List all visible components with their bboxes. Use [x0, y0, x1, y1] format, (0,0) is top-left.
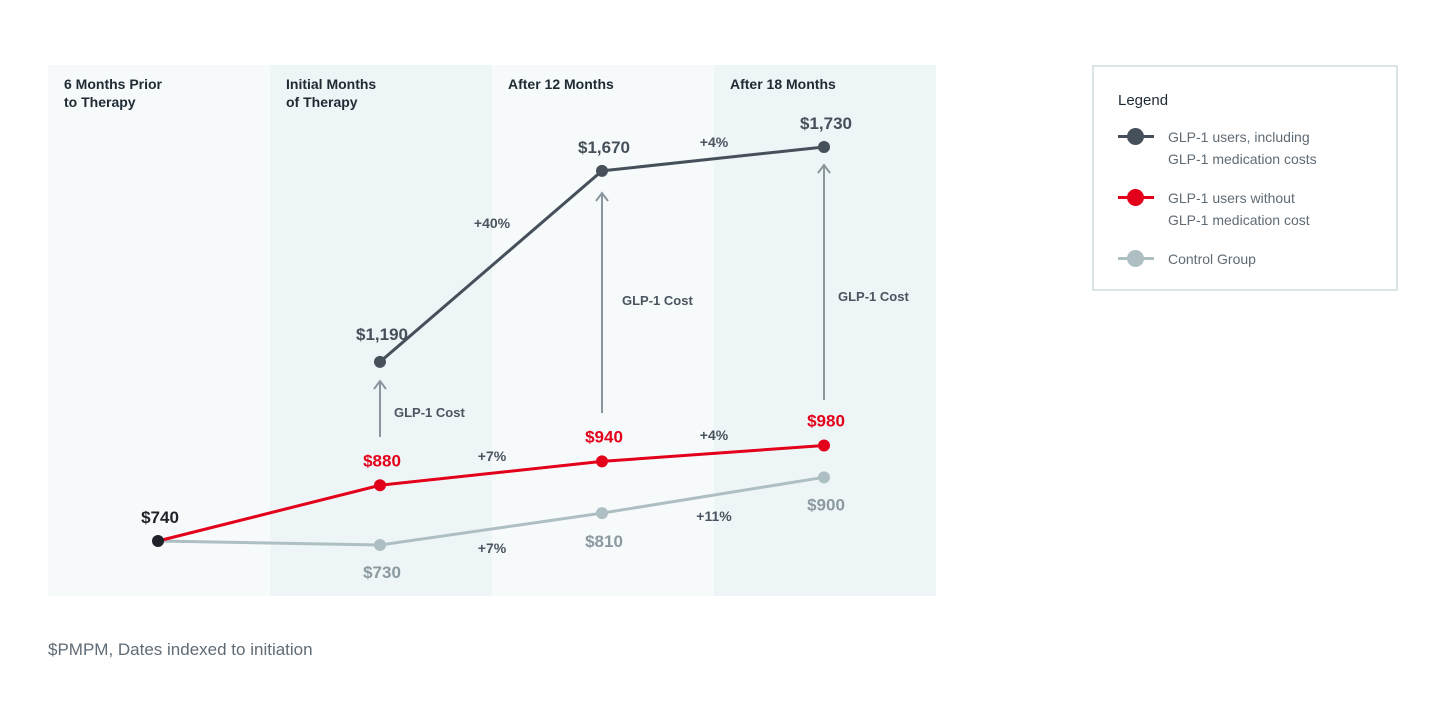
data-point	[818, 471, 830, 484]
legend-item-control: Control Group	[1118, 249, 1368, 270]
cost-annotation: GLP-1 Cost	[838, 289, 909, 304]
data-label: $740	[141, 508, 179, 527]
data-label: $900	[807, 495, 845, 514]
chart: 6 Months Prior to Therapy Initial Months of…	[48, 65, 936, 596]
change-label: +40%	[474, 215, 511, 231]
data-label: $1,730	[800, 114, 852, 133]
data-point	[818, 439, 830, 452]
data-point	[596, 455, 608, 468]
data-label: $1,190	[356, 325, 408, 344]
data-point	[374, 538, 386, 551]
arrow-head-icon	[595, 191, 609, 202]
data-label: $940	[585, 427, 623, 446]
data-label: $810	[585, 532, 623, 551]
red-line-marker-icon	[1118, 188, 1154, 208]
dark-line-marker-icon	[1118, 127, 1154, 147]
data-point	[152, 535, 164, 547]
column-band	[48, 65, 270, 596]
data-label: $1,670	[578, 138, 630, 157]
column-band	[270, 65, 492, 596]
column-header: After 12 Months	[508, 76, 614, 92]
data-point	[374, 355, 386, 368]
change-label: +4%	[700, 134, 729, 150]
series-line	[157, 443, 825, 543]
data-point	[374, 479, 386, 492]
cost-annotation: GLP-1 Cost	[622, 293, 693, 308]
cost-annotation: GLP-1 Cost	[394, 405, 465, 420]
data-label: $980	[807, 411, 845, 430]
footnote: $PMPM, Dates indexed to initiation	[48, 640, 313, 659]
change-label: +4%	[700, 427, 729, 443]
column-header: After 18 Months	[730, 76, 836, 92]
data-point	[596, 164, 608, 177]
data-label: $730	[363, 563, 401, 582]
arrow-head-icon	[373, 379, 387, 390]
column-header: Initial Months of Therapy	[286, 76, 376, 110]
gray-line-marker-icon	[1118, 249, 1154, 269]
data-point	[596, 507, 608, 520]
legend-item-glp1-without: GLP-1 users without GLP-1 medication cos…	[1118, 188, 1368, 231]
data-point	[818, 140, 830, 153]
change-label: +7%	[478, 448, 507, 464]
series-line	[157, 475, 825, 547]
legend: Legend GLP-1 users, including GLP-1 medi…	[1092, 65, 1398, 291]
arrow-head-icon	[817, 163, 831, 174]
change-label: +11%	[696, 508, 732, 524]
legend-item-glp1-including: GLP-1 users, including GLP-1 medication …	[1118, 127, 1368, 170]
change-label: +7%	[478, 540, 507, 556]
column-header: 6 Months Prior to Therapy	[64, 76, 163, 110]
legend-title: Legend	[1118, 92, 1169, 109]
data-label: $880	[363, 451, 401, 470]
